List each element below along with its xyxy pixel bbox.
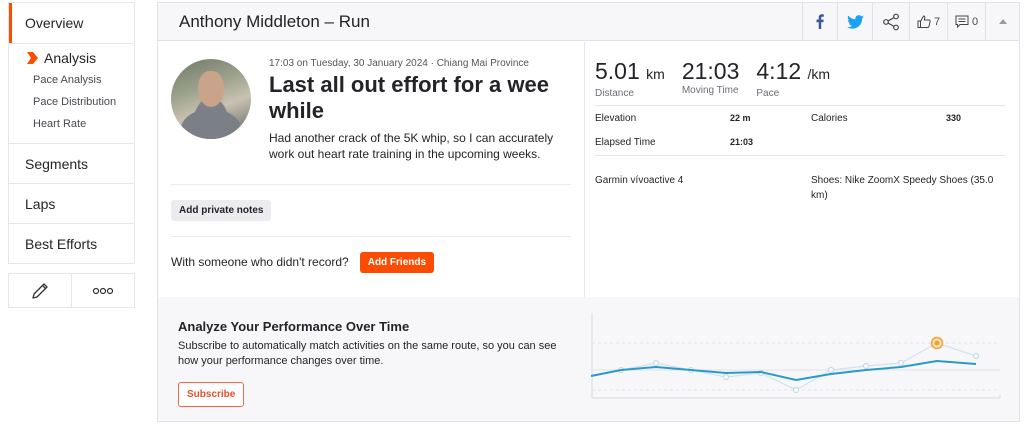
facebook-icon [816,14,824,29]
activity-info: 17:03 on Tuesday, 30 January 2024 · Chia… [171,42,571,185]
sidebar-item-best-efforts[interactable]: Best Efforts [9,223,134,263]
caret-up-icon [998,19,1007,24]
more-button[interactable] [71,274,134,307]
header-actions: 7 0 [802,3,1019,40]
efforts-line [620,342,977,391]
device-name: Garmin vívoactive 4 [595,175,684,186]
sidebar-nav: Overview Analysis Pace Analysis Pace Dis… [8,2,135,264]
moving-time-label: Moving Time [681,85,739,96]
comments-button[interactable]: 0 [947,3,985,40]
analysis-subnav: Analysis Pace Analysis Pace Distribution… [9,43,134,143]
comment-icon [955,15,969,28]
calories-value: 330 [946,113,962,123]
activity-description: Had another crack of the 5K whip, so I c… [269,131,554,161]
avatar-body-shape [181,109,241,139]
activity-details: 17:03 on Tuesday, 30 January 2024 · Chia… [158,42,1019,297]
private-notes-row: Add private notes [171,185,571,237]
pace-unit: /km [807,66,831,82]
page-title: Anthony Middleton – Run [179,11,370,31]
share-button[interactable] [872,3,909,40]
promo-description: Subscribe to automatically match activit… [178,340,557,367]
promo-title: Analyze Your Performance Over Time [178,319,410,334]
sidebar-item-segments[interactable]: Segments [9,143,134,183]
facebook-share-button[interactable] [802,3,837,40]
twitter-share-button[interactable] [837,3,872,40]
performance-promo: Analyze Your Performance Over Time Subsc… [158,297,1019,421]
add-friends-row: With someone who didn't record? Add Frie… [171,237,571,287]
add-friends-button[interactable]: Add Friends [359,251,435,273]
sidebar-item-pace-distribution[interactable]: Pace Distribution [33,96,117,108]
sidebar-item-analysis[interactable]: Analysis [9,47,134,69]
activity-title: Last all out effort for a wee while [269,72,549,123]
chevron-right-icon [27,52,38,64]
pace-label: Pace [756,88,780,99]
shoes-info[interactable]: Shoes: Nike ZoomX Speedy Shoes (35.0 km) [811,175,994,201]
sidebar-tools [8,273,135,308]
sidebar-item-overview[interactable]: Overview [9,3,134,43]
pencil-icon [32,282,48,299]
activity-meta: 17:03 on Tuesday, 30 January 2024 · Chia… [269,58,529,69]
elapsed-time-label: Elapsed Time [595,136,656,148]
add-private-notes-button[interactable]: Add private notes [171,200,272,221]
distance-label: Distance [595,88,634,99]
kudos-count: 7 [933,15,941,28]
collapse-button[interactable] [985,3,1019,40]
calories-label: Calories [811,113,848,124]
avatar[interactable] [171,59,251,139]
stat-moving-time: 21:03 Moving Time [682,58,740,105]
distance-unit: km [646,66,665,82]
stat-pace: 4:12 /km Pace [756,58,830,105]
gear-info: Garmin vívoactive 4 Shoes: Nike ZoomX Sp… [595,156,1006,203]
distance-value: 5.01 [595,58,640,84]
analysis-label: Analysis [44,50,97,66]
elevation-value: 22 m [730,113,751,123]
share-icon [883,13,899,30]
activity-header: Anthony Middleton – Run 7 0 [158,3,1019,41]
friends-prompt: With someone who didn't record? [171,255,349,269]
elevation-label: Elevation [595,113,637,124]
more-icon [92,287,114,294]
promo-text: Analyze Your Performance Over Time Subsc… [178,319,578,407]
moving-time-value: 21:03 [681,58,740,84]
edit-button[interactable] [9,274,71,307]
secondary-stats: Elevation 22 m Calories 330 Elapsed Time… [595,106,1006,156]
activity-card: Anthony Middleton – Run 7 0 [157,2,1020,422]
elapsed-time-value: 21:03 [730,136,754,147]
sidebar-item-laps[interactable]: Laps [9,183,134,223]
pace-value: 4:12 [756,58,802,84]
activity-text: 17:03 on Tuesday, 30 January 2024 · Chia… [269,58,569,184]
sidebar: Overview Analysis Pace Analysis Pace Dis… [8,2,135,308]
performance-chart [590,313,1001,399]
kudos-button[interactable]: 7 [909,3,947,40]
thumbs-up-icon [917,15,931,28]
activity-summary: 17:03 on Tuesday, 30 January 2024 · Chia… [158,42,585,297]
sidebar-item-pace-analysis[interactable]: Pace Analysis [33,74,102,86]
subscribe-button[interactable]: Subscribe [178,382,245,407]
avatar-face-shape [198,71,224,107]
effort-points [617,352,980,394]
activity-stats: 5.01 km Distance 21:03 Moving Time 4:12 … [585,42,1019,297]
comment-count: 0 [971,15,979,28]
stat-distance: 5.01 km Distance [595,58,665,105]
twitter-icon [846,14,864,29]
sidebar-item-heart-rate[interactable]: Heart Rate [33,118,87,130]
trend-line [590,359,977,382]
primary-stats: 5.01 km Distance 21:03 Moving Time 4:12 … [595,42,1006,106]
